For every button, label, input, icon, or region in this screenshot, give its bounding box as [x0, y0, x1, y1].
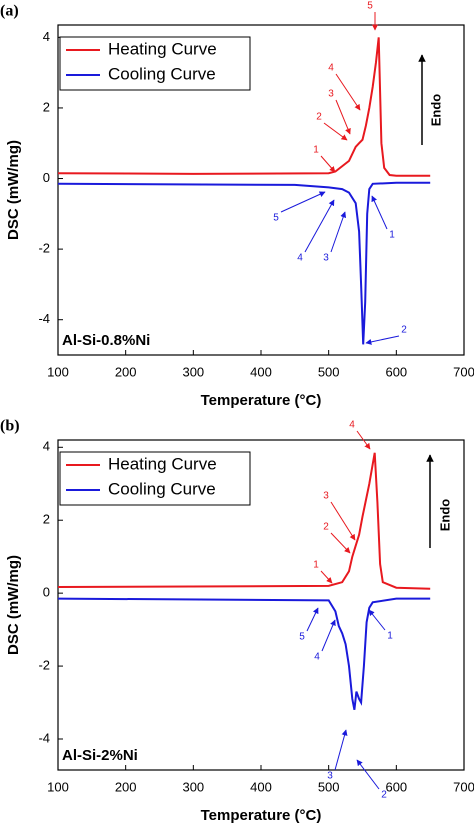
annotation-arrow [330, 211, 347, 253]
annotation-arrow [330, 532, 351, 554]
annotation-label: 2 [323, 522, 329, 533]
x-tick-label: 500 [318, 364, 340, 379]
panel-label: (a) [0, 3, 19, 20]
annotation-label: 2 [401, 325, 407, 336]
annotation-label: 1 [313, 145, 319, 156]
annotation-arrow [365, 335, 400, 345]
annotation-label: 4 [314, 652, 320, 663]
annotation-arrow [330, 501, 356, 541]
y-axis-label: DSC (mW/mg) [5, 555, 22, 655]
y-tick-label: 0 [43, 170, 50, 185]
annotation-arrow [368, 609, 386, 631]
x-tick-label: 500 [318, 779, 340, 794]
annotation-label: 2 [316, 112, 322, 123]
annotation-arrow [335, 99, 351, 135]
y-tick-label: -4 [38, 730, 50, 745]
x-tick-label: 200 [115, 364, 137, 379]
endo-label: Endo [437, 499, 452, 532]
sample-label: Al-Si-0.8%Ni [62, 332, 150, 349]
annotation-label: 1 [313, 560, 319, 571]
legend-box [59, 451, 251, 506]
annotation-label: 5 [367, 1, 373, 12]
annotation-label: 3 [323, 253, 329, 264]
x-tick-label: 200 [115, 779, 137, 794]
annotation-label: 2 [381, 790, 387, 801]
legend-label: Heating Curve [108, 454, 217, 473]
annotation-label: 4 [349, 420, 355, 431]
y-tick-label: -2 [38, 658, 50, 673]
x-tick-label: 100 [47, 364, 69, 379]
annotation-label: 4 [328, 63, 334, 74]
annotation-label: 3 [327, 771, 333, 782]
legend-label: Heating Curve [108, 39, 217, 58]
x-tick-label: 300 [182, 779, 204, 794]
panel-label: (b) [0, 418, 20, 435]
y-tick-label: 4 [43, 439, 50, 454]
annotation-arrow [356, 759, 380, 790]
annotation-label: 1 [389, 230, 395, 241]
annotation-arrow [335, 73, 361, 111]
curve [57, 597, 431, 710]
annotation-arrow [304, 199, 335, 253]
x-tick-label: 700 [453, 779, 474, 794]
annotation-arrow [321, 619, 336, 652]
legend-label: Cooling Curve [108, 64, 216, 83]
y-tick-label: 0 [43, 585, 50, 600]
curve [57, 452, 431, 590]
x-tick-label: 100 [47, 779, 69, 794]
annotation-arrow [320, 155, 336, 173]
y-tick-label: 4 [43, 29, 50, 44]
y-tick-label: 2 [43, 512, 50, 527]
x-tick-label: 700 [453, 364, 474, 379]
y-tick-label: -4 [38, 311, 50, 326]
x-tick-label: 600 [385, 364, 407, 379]
annotation-arrow [334, 729, 348, 771]
annotation-label: 5 [273, 213, 279, 224]
annotation-arrow [356, 430, 371, 450]
annotation-label: 3 [323, 491, 329, 502]
annotation-arrow [320, 570, 333, 584]
legend-label: Cooling Curve [108, 479, 216, 498]
x-axis-label: Temperature (°C) [201, 392, 322, 409]
annotation-arrow [371, 195, 388, 230]
annotation-label: 3 [328, 89, 334, 100]
x-tick-label: 400 [250, 364, 272, 379]
legend-box [59, 36, 251, 91]
annotation-arrow [306, 607, 319, 632]
annotation-label: 1 [387, 631, 393, 642]
annotation-label: 4 [297, 253, 303, 264]
x-tick-label: 400 [250, 779, 272, 794]
y-tick-label: 2 [43, 99, 50, 114]
annotation-arrow [280, 191, 326, 213]
endo-label: Endo [428, 94, 443, 127]
x-tick-label: 300 [182, 364, 204, 379]
x-tick-label: 600 [385, 779, 407, 794]
annotation-label: 5 [299, 632, 305, 643]
y-axis-label: DSC (mW/mg) [5, 140, 22, 240]
curve [57, 181, 431, 345]
y-tick-label: -2 [38, 241, 50, 256]
x-axis-label: Temperature (°C) [201, 807, 322, 824]
sample-label: Al-Si-2%Ni [62, 747, 138, 764]
annotation-arrow [323, 122, 348, 141]
